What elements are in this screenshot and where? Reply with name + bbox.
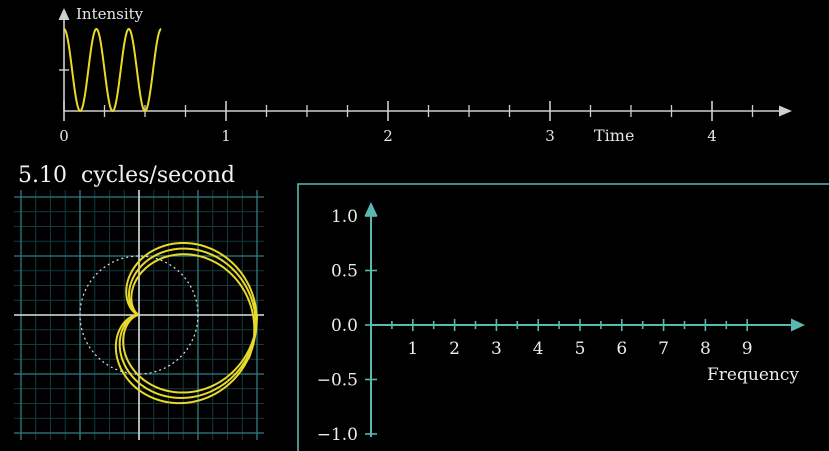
frequency-tick-label: 1 xyxy=(407,339,418,359)
winding-plot: 5.10 cycles/second xyxy=(14,163,264,440)
time-tick-label: 3 xyxy=(545,127,555,145)
time-axis-arrowhead xyxy=(779,105,792,117)
magnitude-tick-label: −0.5 xyxy=(317,371,358,391)
magnitude-ticks xyxy=(365,215,377,435)
frequency-tick-label: 9 xyxy=(742,339,753,359)
magnitude-tick-labels: 1.0 0.5 0.0 −0.5 −1.0 xyxy=(317,207,358,445)
time-tick-label: 4 xyxy=(707,127,717,145)
magnitude-tick-label: 1.0 xyxy=(331,207,358,227)
magnitude-tick-label: 0.0 xyxy=(331,316,358,336)
time-axis-label: Time xyxy=(594,126,634,145)
frequency-axis-arrowhead xyxy=(791,318,805,332)
frequency-tick-label: 5 xyxy=(575,339,586,359)
intensity-axis-label: Intensity xyxy=(76,5,144,23)
frequency-tick-label: 6 xyxy=(616,339,627,359)
time-ticks xyxy=(63,101,754,121)
frequency-tick-label: 7 xyxy=(658,339,669,359)
time-tick-label: 0 xyxy=(59,127,69,145)
time-tick-label: 2 xyxy=(383,127,393,145)
magnitude-tick-label: −1.0 xyxy=(317,425,358,445)
frequency-tick-label: 4 xyxy=(533,339,544,359)
time-tick-label: 1 xyxy=(221,127,231,145)
frequency-ticks xyxy=(391,319,749,331)
frequency-tick-labels: 1 2 3 4 5 6 7 8 9 xyxy=(407,339,752,359)
frequency-plot: 1 2 3 4 5 6 7 8 9 1.0 0.5 0.0 −0.5 −1.0 Frequency xyxy=(297,183,829,451)
intensity-axis-arrowhead xyxy=(58,8,70,20)
frequency-tick-label: 2 xyxy=(449,339,460,359)
frequency-tick-label: 8 xyxy=(700,339,711,359)
winding-frequency-value: 5.10 xyxy=(18,163,67,188)
winding-unit-circle xyxy=(79,255,199,375)
time-plot: 0 1 2 3 4 Intensity Time xyxy=(58,5,792,145)
winding-frequency-unit: cycles/second xyxy=(81,163,235,188)
signal-wave xyxy=(63,27,162,113)
time-tick-labels: 0 1 2 3 4 xyxy=(59,127,717,145)
magnitude-tick-label: 0.5 xyxy=(331,262,358,282)
winding-curve xyxy=(114,241,258,405)
frequency-tick-label: 3 xyxy=(491,339,502,359)
magnitude-axis-arrowhead xyxy=(364,202,378,216)
frequency-axis-label: Frequency xyxy=(707,365,799,385)
frequency-plot-frame xyxy=(297,183,829,451)
